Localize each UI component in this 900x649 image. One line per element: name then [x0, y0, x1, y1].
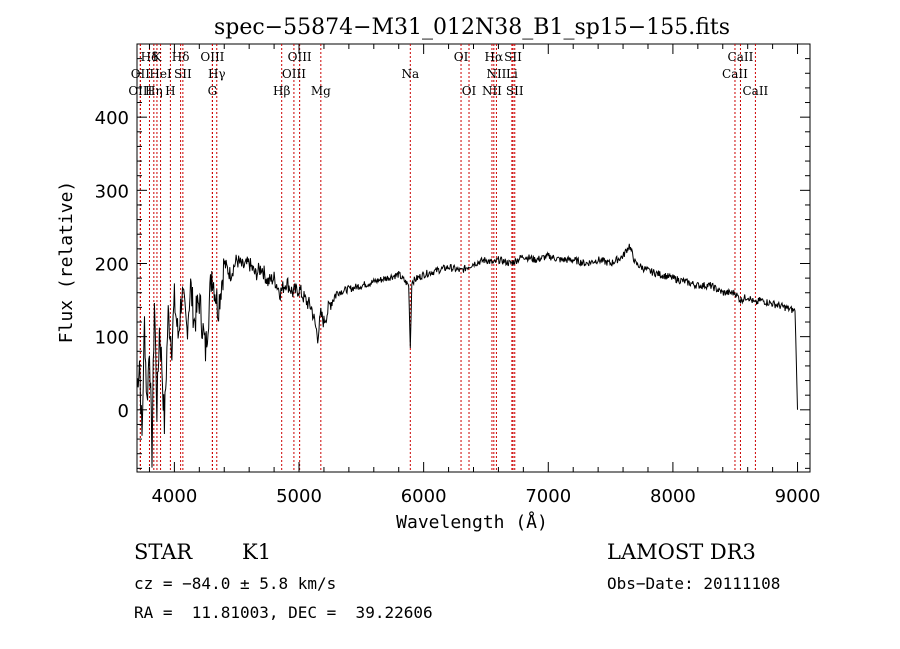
spectral-line-label: OI	[462, 84, 477, 98]
spectral-line-label: SII	[504, 50, 522, 64]
spectral-line-label: Hγ	[208, 67, 226, 81]
spectral-line-label: Hη	[145, 84, 163, 98]
x-tick-label: 8000	[650, 486, 696, 507]
observation-date: Obs−Date: 20111108	[607, 574, 781, 593]
coordinates: RA = 11.81003, DEC = 39.22606	[134, 603, 433, 622]
y-axis-ticks: 0 100 200 300 400	[95, 58, 810, 469]
y-tick-label: 300	[95, 181, 129, 202]
spectral-line-label: OI	[454, 50, 469, 64]
x-tick-label: 4000	[151, 486, 197, 507]
x-tick-label: 6000	[401, 486, 447, 507]
spectral-line-label: Hα	[485, 50, 504, 64]
spectral-line-label: K	[152, 50, 162, 64]
spectral-line-label: CaII	[742, 84, 768, 98]
object-class: STAR	[134, 540, 193, 564]
spectral-line-label: Mg	[311, 84, 331, 98]
spectral-line-label: H	[165, 84, 175, 98]
spectral-line-label: NII	[486, 67, 506, 81]
spectral-line-label: HeI	[149, 67, 172, 81]
spectral-line-label: OIII	[288, 50, 312, 64]
spectral-line-label: CaII	[728, 50, 754, 64]
spectral-line-label: G	[208, 84, 218, 98]
spectral-line-label: SII	[506, 84, 524, 98]
spectral-line-label: OIII	[200, 50, 224, 64]
y-axis-label: Flux (relative)	[56, 181, 77, 344]
plot-frame	[136, 43, 811, 473]
y-tick-label: 400	[95, 108, 129, 129]
y-tick-label: 100	[95, 328, 129, 349]
chart-title: spec−55874−M31_012N38_B1_sp15−155.fits	[214, 15, 730, 40]
spectral-line-label: SII	[174, 67, 192, 81]
spectral-line-label: OIII	[282, 67, 306, 81]
spectral-line-label: Hβ	[273, 84, 290, 98]
y-tick-label: 200	[95, 254, 129, 275]
x-tick-label: 5000	[276, 486, 322, 507]
spectral-line-label: Li	[506, 67, 518, 81]
x-tick-label: 9000	[775, 486, 821, 507]
flux-series-line	[136, 243, 798, 468]
spectral-line-label: Hδ	[141, 50, 159, 64]
x-axis-label: Wavelength (Å)	[396, 511, 548, 533]
spectral-line-markers	[139, 44, 756, 472]
object-subclass: K1	[242, 540, 272, 564]
x-axis-ticks: 4000 5000 6000 7000 8000 9000	[148, 44, 821, 507]
y-tick-label: 0	[118, 401, 129, 422]
spectral-line-label: Hδ	[172, 50, 190, 64]
spectral-line-label: OIII	[128, 84, 152, 98]
spectral-line-label: CaII	[722, 67, 748, 81]
x-tick-label: 7000	[525, 486, 571, 507]
spectral-line-label: Na	[401, 67, 419, 81]
redshift-cz: cz = −84.0 ± 5.8 km/s	[134, 574, 337, 593]
survey-name: LAMOST DR3	[607, 540, 756, 564]
spectral-line-label: OII	[131, 67, 151, 81]
spectral-line-label: NII	[482, 84, 502, 98]
